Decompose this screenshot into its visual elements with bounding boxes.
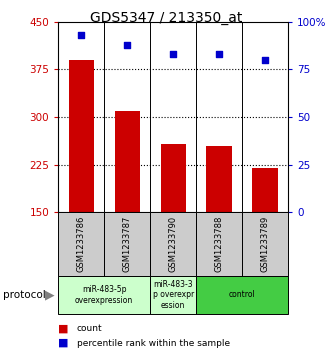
Bar xyxy=(252,168,278,212)
Bar xyxy=(58,212,104,276)
Text: miR-483-3
p overexpr
ession: miR-483-3 p overexpr ession xyxy=(153,280,194,310)
Point xyxy=(79,32,84,38)
Bar xyxy=(196,212,242,276)
Bar xyxy=(58,276,150,314)
Text: GDS5347 / 213350_at: GDS5347 / 213350_at xyxy=(90,11,243,25)
Text: miR-483-5p
overexpression: miR-483-5p overexpression xyxy=(75,285,133,305)
Text: GSM1233787: GSM1233787 xyxy=(123,216,132,272)
Bar xyxy=(242,212,288,276)
Bar xyxy=(150,212,196,276)
Bar xyxy=(161,144,186,212)
Text: GSM1233788: GSM1233788 xyxy=(214,216,224,272)
Text: ▶: ▶ xyxy=(45,289,55,301)
Text: ■: ■ xyxy=(58,323,69,334)
Text: count: count xyxy=(77,324,102,333)
Point xyxy=(262,57,268,63)
Bar xyxy=(196,276,288,314)
Text: control: control xyxy=(229,290,255,299)
Point xyxy=(125,42,130,48)
Bar xyxy=(104,212,150,276)
Bar xyxy=(115,111,140,212)
Bar xyxy=(150,276,196,314)
Text: GSM1233786: GSM1233786 xyxy=(77,216,86,272)
Point xyxy=(216,51,222,57)
Text: protocol: protocol xyxy=(3,290,46,300)
Text: GSM1233790: GSM1233790 xyxy=(168,216,178,272)
Bar xyxy=(206,146,232,212)
Text: percentile rank within the sample: percentile rank within the sample xyxy=(77,339,230,347)
Text: ■: ■ xyxy=(58,338,69,348)
Bar xyxy=(69,60,94,212)
Point xyxy=(170,51,176,57)
Text: GSM1233789: GSM1233789 xyxy=(260,216,270,272)
